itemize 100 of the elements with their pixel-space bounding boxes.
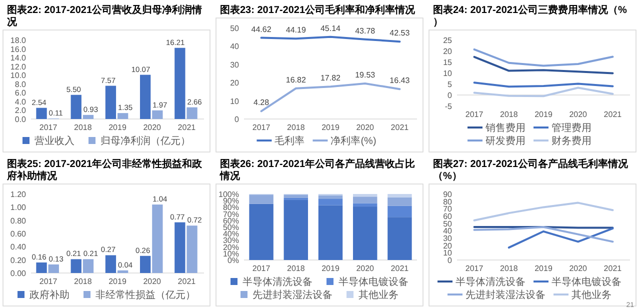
title: 图表27: 2017-2021公司各产品线毛利率情况（%）: [433, 159, 628, 182]
xtick: 2018: [287, 264, 305, 273]
data-label: 42.53: [390, 28, 410, 38]
ytick: 20: [443, 47, 452, 56]
ytick: 40: [230, 42, 239, 52]
xtick: 2021: [604, 110, 622, 119]
legend-label: 销售费用: [486, 123, 526, 134]
ytick: 10: [443, 248, 452, 258]
ytick: 10: [443, 69, 452, 78]
ytick: 18.0: [10, 36, 26, 45]
ytick: 60%: [222, 216, 239, 226]
ytick: 0: [448, 91, 452, 100]
xtick: 2018: [500, 264, 518, 273]
ytick: 0.80: [10, 216, 26, 226]
ytick: 14.0: [10, 54, 26, 63]
ytick: 25: [443, 36, 452, 45]
xtick: 2017: [465, 110, 484, 119]
legend-label: 其他业务: [358, 290, 398, 301]
legend-label: 政府补助: [30, 290, 70, 301]
ytick: 15: [443, 58, 452, 67]
ytick: 0.0: [14, 115, 26, 124]
title: 图表26: 2017-2021年公司各产品线营收占比情况: [220, 159, 416, 182]
data-label: 17.82: [320, 74, 341, 83]
xtick: 2017: [465, 264, 484, 273]
ytick: 50%: [222, 223, 239, 232]
xtick: 2021: [390, 264, 409, 273]
xtick: 2019: [322, 264, 340, 273]
ytick: 0: [448, 256, 452, 265]
ytick: 20: [443, 241, 452, 250]
data-label: 45.14: [320, 24, 341, 33]
xtick: 2019: [322, 123, 340, 132]
ytick: 90%: [222, 196, 239, 206]
xtick: 2021: [390, 123, 409, 132]
ytick: 50: [443, 219, 452, 228]
legend-label: 研发费用: [486, 136, 526, 147]
ytick: 50: [230, 24, 239, 33]
xtick: 2020: [143, 277, 161, 286]
ytick: 4.0: [14, 97, 26, 106]
xtick: 2019: [534, 110, 552, 119]
xtick: 2020: [143, 123, 161, 132]
xtick: 2019: [108, 123, 126, 132]
title: 图表25: 2017-2021年公司非经常性损益和政府补助情况: [7, 159, 202, 182]
data-label: 44.62: [251, 24, 272, 34]
data-label: 16.82: [286, 75, 306, 84]
ytick: 0.00: [10, 269, 26, 278]
xtick: 2017: [39, 123, 58, 132]
xtick: 2017: [39, 277, 58, 286]
ytick: 16.0: [10, 44, 26, 54]
ytick: 30%: [222, 236, 239, 246]
ytick: 8.0: [14, 80, 26, 89]
ytick: 80: [443, 197, 452, 206]
legend-label: 半导体电镀设备: [338, 277, 408, 288]
xtick: 2021: [178, 123, 196, 132]
xtick: 2018: [74, 123, 92, 132]
legend-label: 净利率(%): [330, 136, 376, 147]
ytick: 6.0: [14, 88, 26, 98]
ytick: 60: [443, 212, 452, 221]
ytick: 0.60: [10, 230, 26, 238]
data-label: 4.28: [254, 98, 270, 108]
data-label: 43.78: [355, 26, 376, 36]
ytick: 30: [443, 234, 452, 243]
ytick: 10.0: [10, 71, 26, 80]
ytick: 12.0: [10, 62, 26, 72]
xtick: 2021: [604, 264, 622, 273]
legend-label: 营业收入: [34, 136, 74, 147]
ytick: 40%: [222, 230, 239, 239]
xtick: 2019: [108, 277, 126, 286]
ytick: 80%: [222, 203, 239, 212]
xtick: 2020: [569, 110, 587, 119]
ytick: 0.20: [10, 256, 26, 265]
ytick: 40: [443, 226, 452, 236]
ytick: 5: [448, 80, 452, 89]
legend-label: 管理费用: [552, 123, 592, 134]
xtick: 2019: [534, 264, 552, 273]
legend-label: 财务费用: [552, 136, 592, 147]
ytick: 70%: [222, 210, 239, 219]
ytick: 0%: [227, 256, 239, 265]
legend-label: 非经常性损益（亿元）: [96, 290, 196, 301]
ytick: 30: [230, 60, 239, 70]
data-label: 19.53: [355, 70, 376, 80]
legend-label: 先进封装湿法设备: [252, 290, 332, 301]
data-label: 16.43: [390, 76, 410, 86]
legend-label: 归母净利润（亿元）: [100, 136, 190, 147]
legend-label: 其他业务: [572, 290, 612, 301]
xtick: 2018: [74, 277, 92, 286]
ytick: 1.20: [10, 190, 26, 199]
ytick: 10: [230, 96, 239, 106]
ytick: -5: [444, 102, 452, 111]
ytick: 20: [230, 78, 239, 88]
legend-label: 毛利率: [274, 136, 305, 147]
ytick: 1.00: [10, 203, 26, 212]
legend-label: 先进封装湿法设备: [466, 290, 546, 301]
ytick: 100%: [218, 190, 239, 199]
xtick: 2017: [252, 264, 270, 273]
title: 图表24: 2017-2021公司三费费用率情况（%）: [433, 5, 627, 28]
legend-label: 半导体清洗设备: [456, 277, 526, 288]
ytick: 0.40: [10, 242, 26, 252]
xtick: 2017: [252, 123, 270, 132]
ytick: 20%: [222, 242, 239, 252]
data-label: 44.19: [286, 26, 306, 35]
